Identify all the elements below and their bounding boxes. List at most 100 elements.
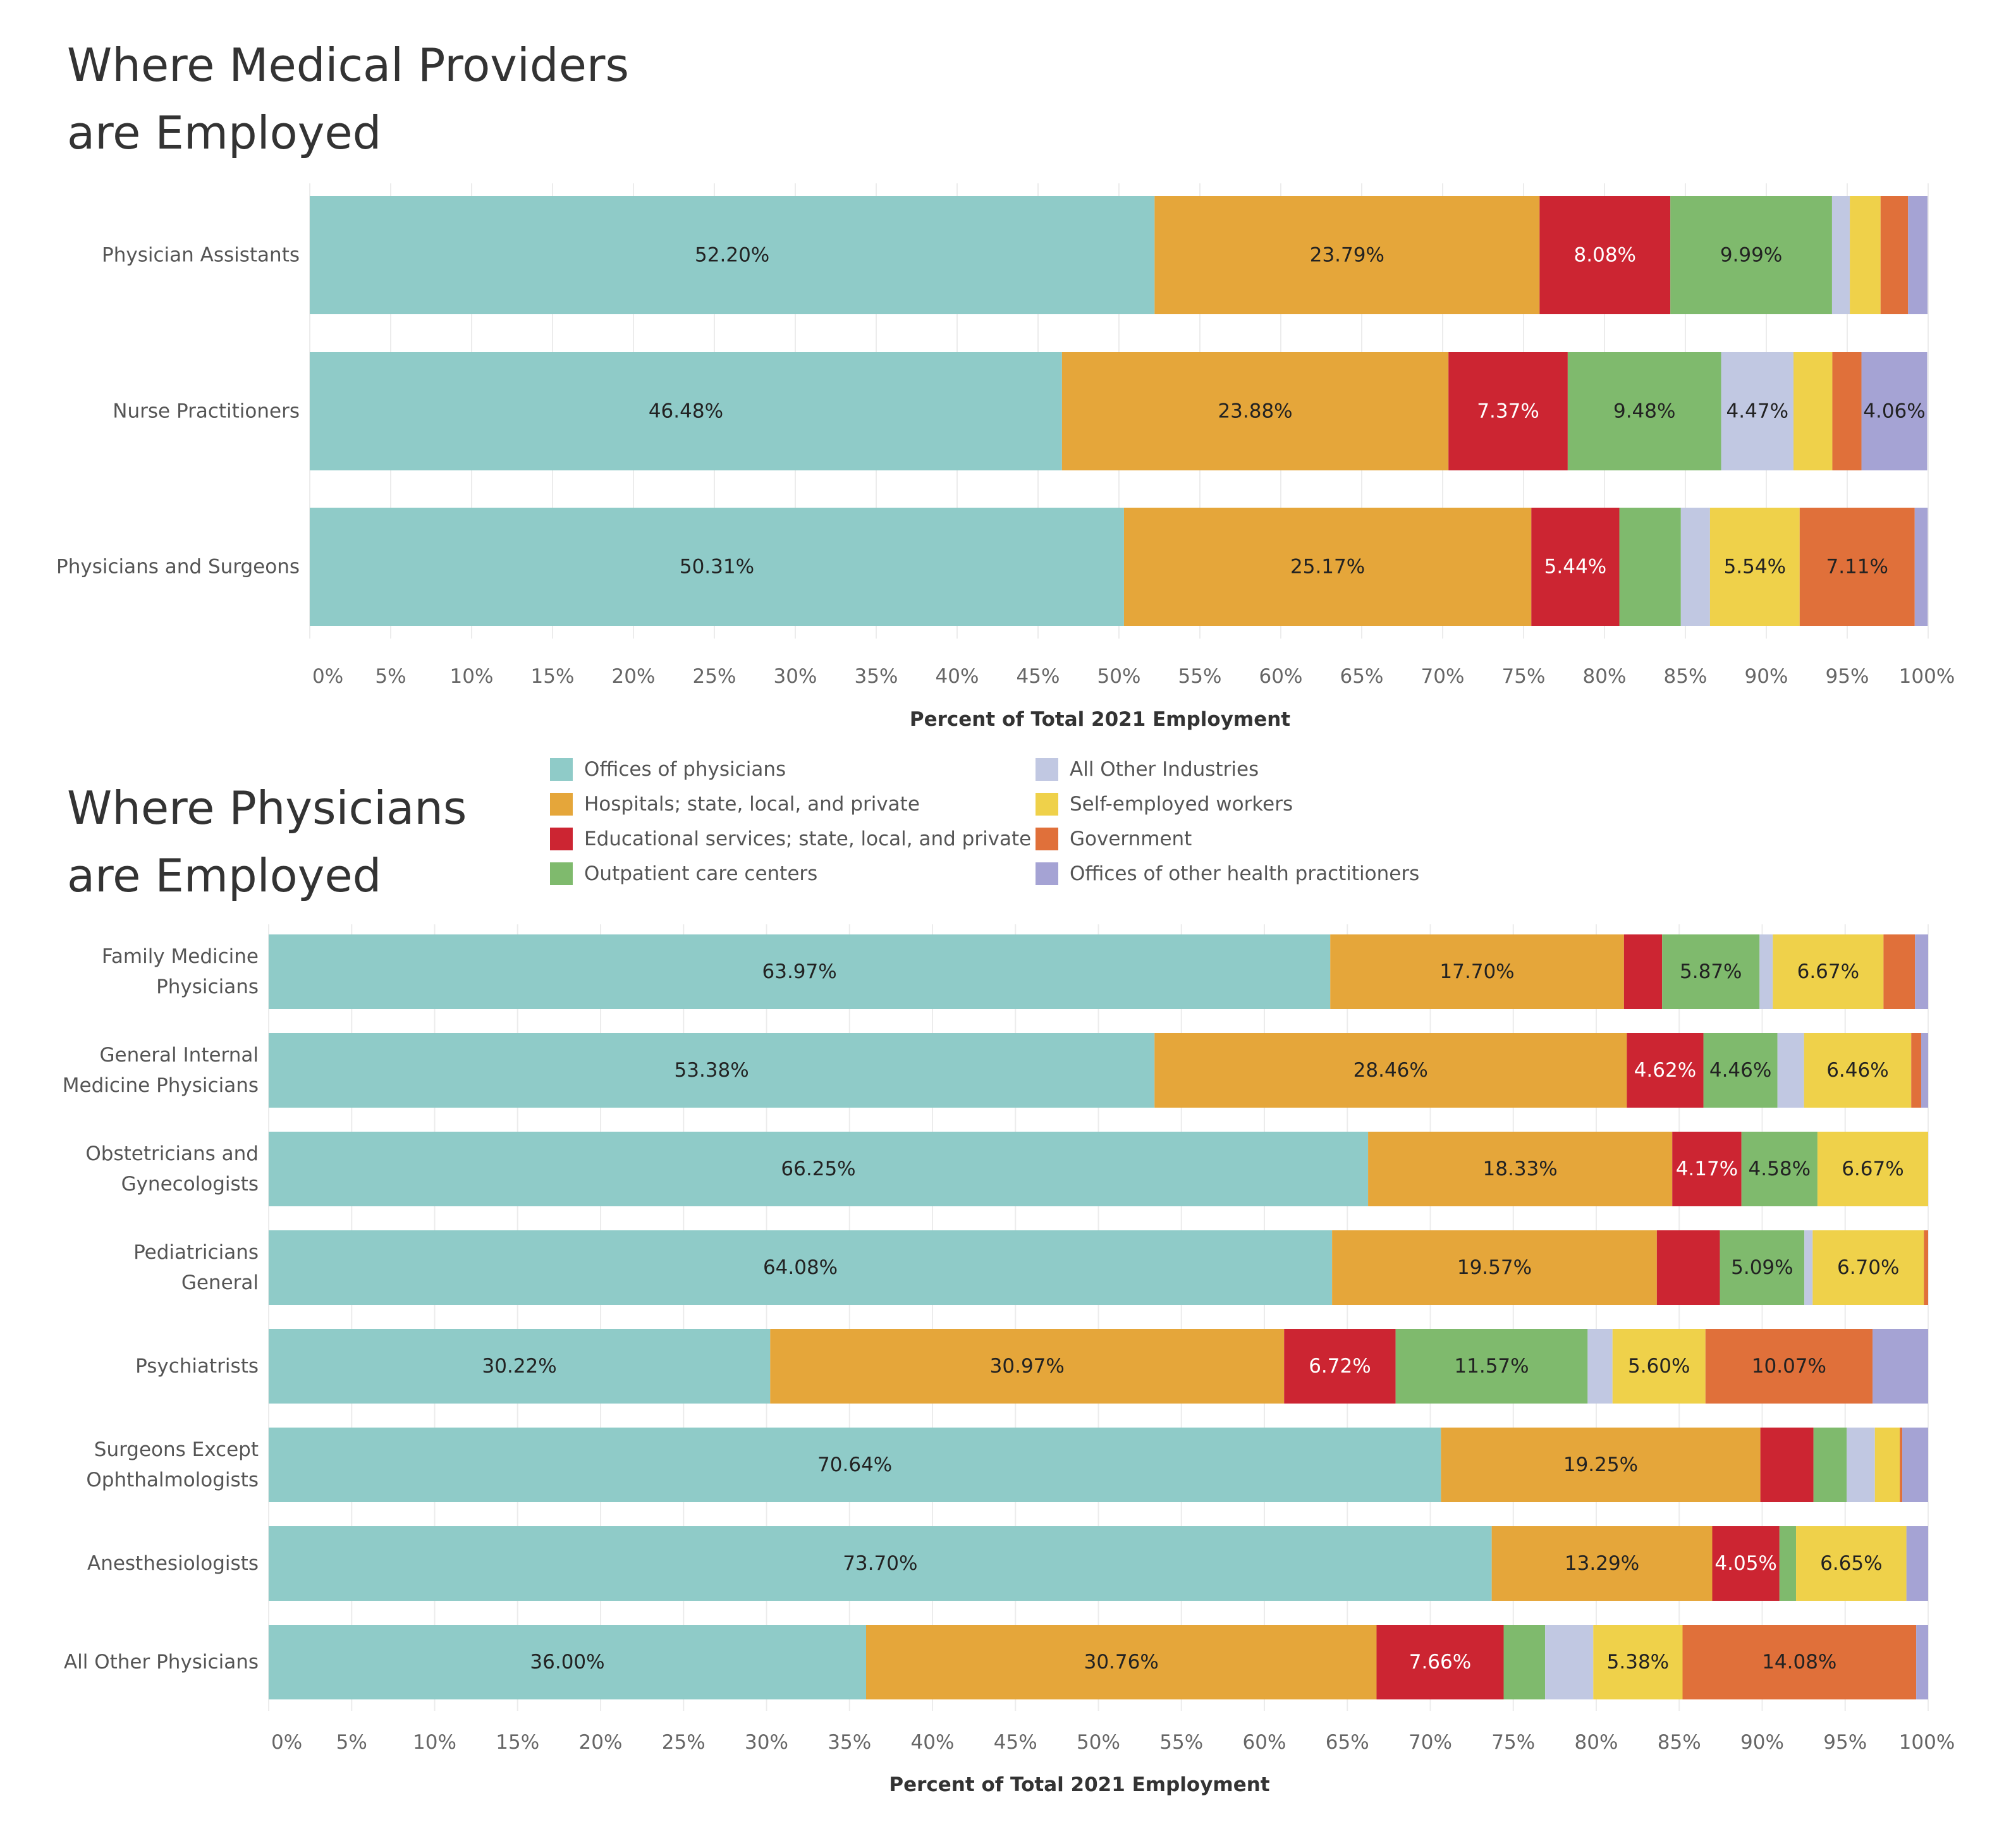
bar-data-label: 13.29% [1565,1552,1639,1575]
legend-item[interactable]: Government [1036,826,1192,852]
x-tick-label: 5% [336,1731,367,1754]
legend-swatch [550,758,573,781]
bar-data-label: 25.17% [1290,556,1365,578]
x-tick-label: 10% [413,1731,456,1754]
legend-swatch [1036,828,1058,850]
category-label-line: Obstetricians and [85,1142,259,1165]
bar-segment [1804,1230,1813,1305]
bar-data-label: 73.70% [843,1552,917,1575]
bar-segment [1627,1033,1704,1108]
bar-segment [1662,934,1760,1009]
legend-item[interactable]: All Other Industries [1036,757,1259,782]
bar-segment [1741,1132,1818,1206]
x-tick-label: 70% [1421,665,1465,688]
legend-swatch [1036,758,1058,781]
bar-data-label: 9.99% [1720,244,1782,267]
bar-data-label: 5.54% [1724,556,1786,578]
x-tick-label: 30% [745,1731,788,1754]
bar-segment [1773,934,1884,1009]
bar-data-label: 17.70% [1439,960,1514,983]
bar-segment [1720,1230,1805,1305]
bar-data-label: 8.08% [1574,244,1636,267]
bar-segment [1915,934,1928,1009]
legend-label: Hospitals; state, local, and private [584,793,920,816]
legend-item[interactable]: Educational services; state, local, and … [550,826,1031,852]
category-label: Physicians and Surgeons [56,556,300,578]
category-label: Psychiatrists [135,1355,259,1378]
category-label-line: Family Medicine [102,945,259,968]
bar-segment [1061,352,1449,470]
bar-data-label: 23.88% [1218,400,1292,423]
bar-segment [1672,1132,1742,1206]
chart-2-title-line-2: are Employed [67,849,382,902]
bar-segment [310,196,1155,314]
legend-item[interactable]: Offices of other health practitioners [1036,861,1419,886]
category-label-line: Ophthalmologists [86,1469,259,1491]
x-tick-label: 15% [531,665,575,688]
legend-item[interactable]: Outpatient care centers [550,861,817,886]
bar-data-label: 7.11% [1826,556,1888,578]
bar-segment [1861,352,1928,470]
bar-data-label: 64.08% [763,1256,838,1279]
x-tick-label: 55% [1159,1731,1203,1754]
bar-segment [269,1625,866,1699]
bar-segment [1759,934,1773,1009]
bar-data-label: 5.87% [1680,960,1742,983]
x-tick-label: 40% [936,665,979,688]
bar-data-label: 7.66% [1409,1651,1471,1674]
x-tick-label: 0% [271,1731,302,1754]
x-tick-label: 65% [1340,665,1384,688]
x-tick-label: 45% [994,1731,1037,1754]
bar-segment [1395,1329,1588,1404]
bar-segment [1503,1625,1546,1699]
x-tick-label: 25% [693,665,736,688]
bar-segment [1682,1625,1917,1699]
category-label-line: Pediatricians [133,1241,259,1264]
x-tick-label: 75% [1491,1731,1535,1754]
x-tick-label: 75% [1502,665,1546,688]
legend-item[interactable]: Self-employed workers [1036,792,1293,817]
x-tick-label: 20% [612,665,656,688]
bar-segment [1902,1428,1928,1502]
category-label: Surgeons Except Ophthalmologists [86,1438,259,1491]
bar-data-label: 30.22% [482,1355,557,1378]
bar-segment [1874,1428,1900,1502]
bar-segment [1123,508,1532,626]
bar-data-label: 50.31% [680,556,754,578]
x-axis-title: Percent of Total 2021 Employment [910,708,1290,731]
bar-segment [1779,1526,1797,1601]
bar-data-label: 5.09% [1731,1256,1793,1279]
bar-segment [1619,508,1681,626]
legend-label: Offices of other health practitioners [1070,862,1420,885]
x-tick-label: 20% [579,1731,623,1754]
legend-label: Educational services; state, local, and … [584,828,1032,850]
bar-segment [1376,1625,1504,1699]
bar-segment [1567,352,1721,470]
legend-item[interactable]: Hospitals; state, local, and private [550,792,920,817]
legend-label: Self-employed workers [1070,793,1293,816]
category-label-line: All Other Physicians [64,1651,259,1674]
bar-data-label: 6.72% [1309,1355,1371,1378]
category-label-line: Medicine Physicians [63,1074,259,1097]
bar-segment [1813,1428,1847,1502]
bar-data-label: 4.06% [1863,400,1925,423]
chart-2-title: Where Physicians are Employed [67,774,467,910]
bar-segment [1908,196,1928,314]
bar-data-label: 4.58% [1749,1158,1811,1180]
category-label-line: Physicians and Surgeons [56,556,300,578]
x-tick-label: 60% [1259,665,1303,688]
bar-data-label: 63.97% [762,960,837,983]
bar-data-label: 30.76% [1084,1651,1159,1674]
bar-data-label: 36.00% [530,1651,604,1674]
bar-data-label: 4.62% [1634,1059,1696,1082]
x-tick-label: 85% [1658,1731,1701,1754]
category-label: Pediatricians General [133,1241,259,1294]
x-tick-label: 95% [1826,665,1869,688]
bar-segment [269,1526,1492,1601]
category-label-line: Nurse Practitioners [113,400,300,423]
x-tick-label: 80% [1583,665,1627,688]
bar-segment [269,1132,1369,1206]
legend-item[interactable]: Offices of physicians [550,757,786,782]
bar-segment [1880,196,1909,314]
legend-label: Outpatient care centers [584,862,818,885]
